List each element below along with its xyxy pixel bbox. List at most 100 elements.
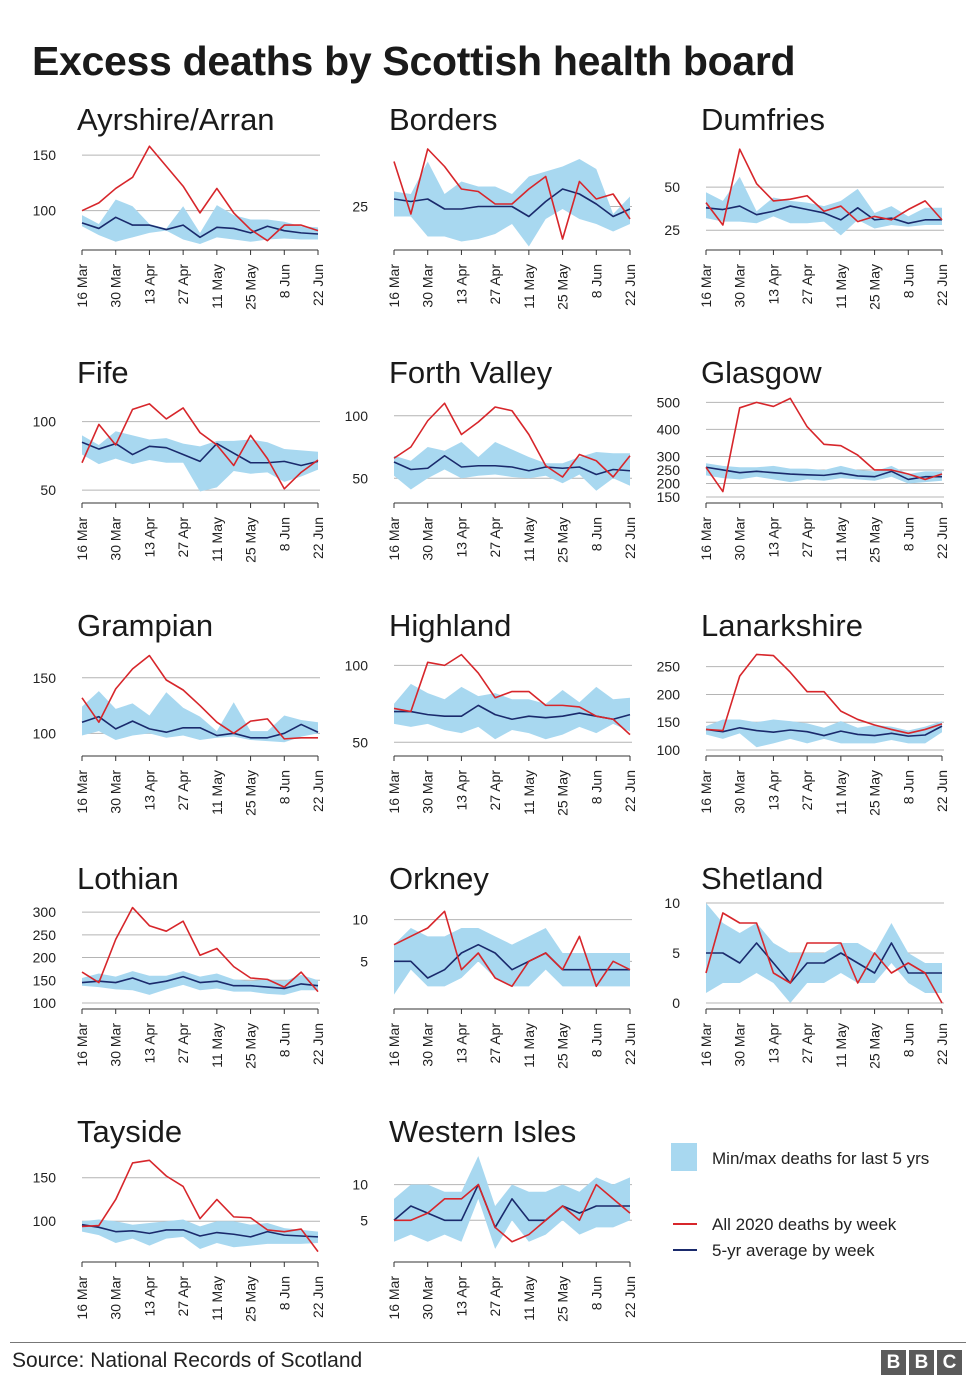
x-tick-label: 27 Apr	[487, 264, 503, 305]
x-tick-label: 8 Jun	[276, 1023, 292, 1057]
x-tick-label: 30 Mar	[420, 517, 436, 561]
panel-title-orkney: Orkney	[389, 861, 489, 896]
x-tick-label: 8 Jun	[900, 264, 916, 298]
series-2020-deaths	[705, 148, 943, 226]
series-5yr-average	[81, 1223, 319, 1238]
x-tick-label: 13 Apr	[453, 770, 469, 811]
x-tick-label: 27 Apr	[175, 517, 191, 558]
x-tick-label: 25 May	[555, 517, 571, 563]
x-tick-label: 13 Apr	[453, 264, 469, 305]
series-2020-deaths	[705, 397, 943, 493]
x-tick-label: 27 Apr	[799, 1023, 815, 1064]
x-tick-label: 25 May	[243, 1276, 259, 1322]
bbc-logo-letter: B	[881, 1350, 906, 1375]
x-tick-label: 27 Apr	[175, 1023, 191, 1064]
x-tick-label: 8 Jun	[276, 264, 292, 298]
y-tick-label: 500	[657, 394, 681, 410]
x-tick-label: 11 May	[833, 517, 849, 562]
x-tick-label: 13 Apr	[141, 1276, 157, 1317]
x-tick-label: 11 May	[209, 1276, 225, 1321]
x-tick-label: 13 Apr	[453, 517, 469, 558]
series-2020-deaths	[81, 906, 319, 993]
x-tick-label: 27 Apr	[175, 264, 191, 305]
panel-title-fife: Fife	[77, 355, 129, 390]
series-5yr-average	[394, 704, 631, 721]
series-5yr-average	[393, 454, 631, 476]
x-tick-label: 27 Apr	[487, 1276, 503, 1317]
x-tick-label: 30 Mar	[732, 517, 748, 561]
x-tick-label: 25 May	[243, 770, 259, 816]
chart-orkney: Orkney 5 10 16 Mar 30 Mar 13 Apr 27 Apr 11 May 2…	[352, 861, 638, 1069]
panel-title-borders: Borders	[389, 102, 498, 137]
chart-highland: Highland 50 100 16 Mar 30 Mar 13 Apr 27 Apr 11 …	[345, 608, 638, 816]
x-tick-label: 11 May	[209, 264, 225, 309]
x-tick-label: 8 Jun	[588, 770, 604, 804]
x-tick-label: 27 Apr	[487, 770, 503, 811]
y-tick-label: 100	[33, 1213, 57, 1229]
x-tick-label: 25 May	[867, 770, 883, 816]
panel-title-lothian: Lothian	[77, 861, 179, 896]
x-tick-label: 22 Jun	[310, 1023, 326, 1065]
x-tick-label: 13 Apr	[453, 1023, 469, 1064]
x-tick-label: 8 Jun	[900, 517, 916, 551]
y-tick-label: 250	[33, 927, 57, 943]
band-min-max	[394, 928, 630, 995]
y-tick-label: 50	[352, 734, 368, 750]
x-tick-label: 30 Mar	[108, 517, 124, 561]
x-tick-label: 27 Apr	[487, 1023, 503, 1064]
series-2020-deaths	[393, 910, 631, 988]
x-tick-label: 25 May	[243, 1023, 259, 1069]
x-tick-label: 25 May	[555, 264, 571, 310]
x-tick-label: 13 Apr	[453, 1276, 469, 1317]
y-tick-label: 100	[33, 995, 57, 1011]
x-tick-label: 16 Mar	[74, 264, 90, 308]
x-tick-label: 8 Jun	[588, 517, 604, 551]
x-tick-label: 30 Mar	[420, 264, 436, 308]
x-tick-label: 11 May	[521, 1023, 537, 1068]
x-tick-label: 8 Jun	[900, 770, 916, 804]
panel-title-glasgow: Glasgow	[701, 355, 822, 390]
y-tick-label: 25	[664, 222, 680, 238]
chart-tayside: Tayside 100 150 16 Mar 30 Mar 13 Apr 27 Apr 11 …	[33, 1114, 326, 1322]
y-tick-label: 300	[33, 904, 57, 920]
x-tick-label: 11 May	[521, 517, 537, 562]
y-tick-label: 150	[657, 489, 681, 505]
x-tick-label: 22 Jun	[934, 770, 950, 812]
y-tick-label: 25	[352, 199, 368, 215]
panel-title-ayrshire-arran: Ayrshire/Arran	[77, 102, 275, 137]
x-tick-label: 13 Apr	[141, 517, 157, 558]
series-5yr-average	[705, 725, 943, 737]
x-tick-label: 22 Jun	[934, 264, 950, 306]
x-tick-label: 16 Mar	[74, 1276, 90, 1320]
x-tick-label: 16 Mar	[386, 770, 402, 814]
legend-band-label: Min/max deaths for last 5 yrs	[712, 1149, 929, 1168]
x-tick-label: 22 Jun	[622, 770, 638, 812]
y-tick-label: 100	[345, 657, 369, 673]
x-tick-label: 16 Mar	[698, 517, 714, 561]
y-tick-label: 100	[33, 203, 57, 219]
x-tick-label: 13 Apr	[765, 264, 781, 305]
chart-western-isles: Western Isles 5 10 16 Mar 30 Mar 13 Apr 27 Apr…	[352, 1114, 638, 1322]
x-tick-label: 16 Mar	[386, 1023, 402, 1067]
x-tick-label: 16 Mar	[74, 517, 90, 561]
x-tick-label: 13 Apr	[765, 517, 781, 558]
y-tick-label: 150	[33, 147, 57, 163]
x-tick-label: 13 Apr	[141, 770, 157, 811]
x-tick-label: 30 Mar	[420, 1276, 436, 1320]
x-tick-label: 22 Jun	[622, 264, 638, 306]
chart-grampian: Grampian 100 150 16 Mar 30 Mar 13 Apr 27 Apr 11…	[33, 608, 326, 816]
x-tick-label: 11 May	[209, 770, 225, 815]
y-tick-label: 250	[657, 659, 681, 675]
series-2020-deaths	[81, 654, 318, 740]
x-tick-label: 25 May	[555, 770, 571, 816]
y-tick-label: 100	[345, 408, 369, 424]
x-tick-label: 13 Apr	[765, 770, 781, 811]
chart-shetland: Shetland 0 5 10 16 Mar 30 Mar 13 Apr 27 Apr 11 M…	[664, 861, 950, 1069]
chart-dumfries: Dumfries 25 50 16 Mar 30 Mar 13 Apr 27 Apr 11 M…	[664, 102, 950, 310]
chart-ayrshire-arran: Ayrshire/Arran 100 150 16 Mar 30 Mar 13 Apr 27…	[33, 102, 326, 310]
panel-title-shetland: Shetland	[701, 861, 823, 896]
series-2020-deaths	[705, 653, 943, 735]
x-tick-label: 22 Jun	[310, 770, 326, 812]
x-tick-label: 16 Mar	[74, 1023, 90, 1067]
